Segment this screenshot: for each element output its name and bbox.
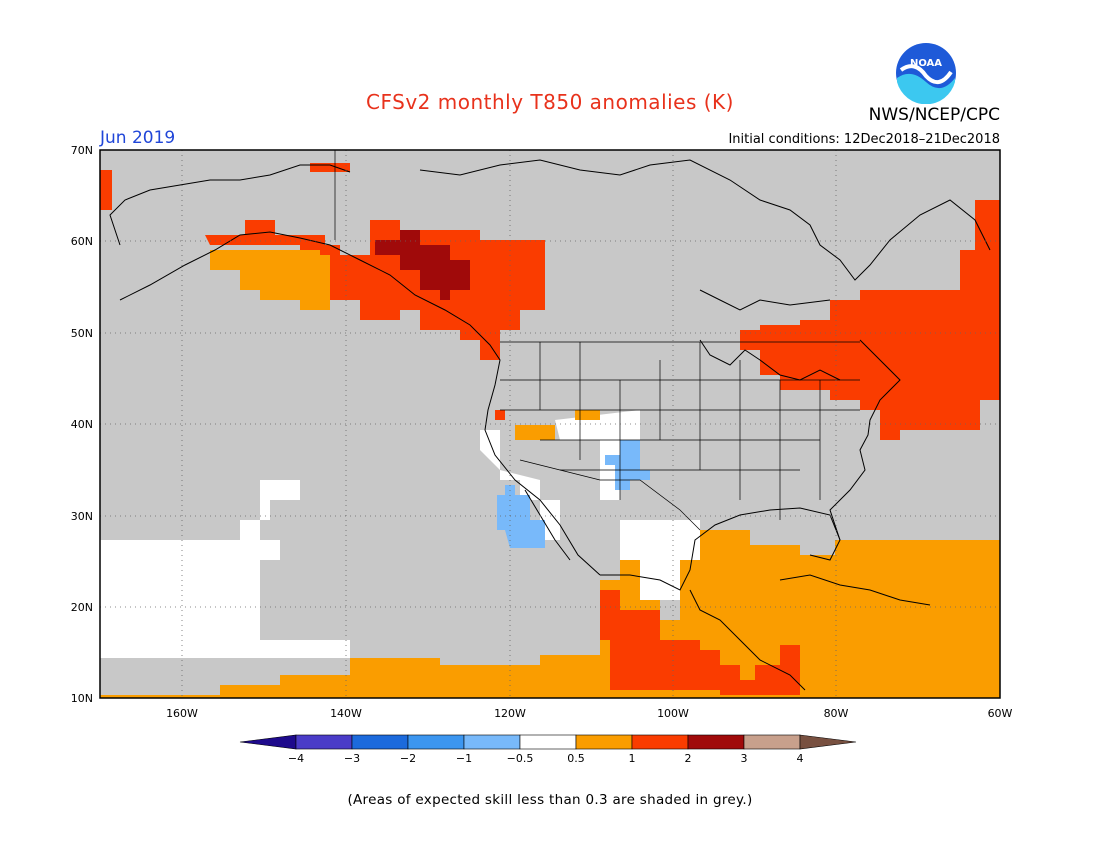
colorbar-tick-label: 2	[685, 752, 692, 765]
warm-1-regions	[100, 250, 1000, 698]
warm-3-regions	[375, 230, 470, 300]
colorbar-tick-label: −3	[344, 752, 360, 765]
lat-label: 60N	[71, 235, 93, 248]
lon-label: 80W	[824, 707, 849, 720]
colorbar-swatch	[351, 734, 409, 750]
colorbar-tick-label: −2	[400, 752, 416, 765]
colorbar-tick-label: −1	[456, 752, 472, 765]
longitude-labels: 160W 140W 120W 100W 80W 60W	[166, 707, 1012, 720]
lat-label: 30N	[71, 510, 93, 523]
lon-label: 60W	[988, 707, 1013, 720]
colorbar-arrow-low	[239, 734, 297, 750]
colorbar-swatch	[519, 734, 577, 750]
colorbar-swatch	[687, 734, 745, 750]
colorbar-swatch	[575, 734, 633, 750]
lat-label: 50N	[71, 327, 93, 340]
logo-text: NOAA	[910, 58, 942, 69]
colorbar: −4 −3 −2 −1 −0.5 0.5 1 2 3 4	[239, 734, 857, 765]
lon-label: 140W	[330, 707, 362, 720]
colorbar-swatch	[631, 734, 689, 750]
colorbar-swatch	[407, 734, 465, 750]
map-frame	[99, 149, 1001, 699]
colorbar-tick-label: 4	[797, 752, 804, 765]
colorbar-swatch	[463, 734, 521, 750]
lat-label: 10N	[71, 692, 93, 705]
initial-conditions-label: Initial conditions: 12Dec2018–21Dec2018	[728, 132, 1000, 147]
footnote: (Areas of expected skill less than 0.3 a…	[347, 792, 753, 808]
lat-label: 20N	[71, 601, 93, 614]
coastlines	[109, 159, 991, 691]
negative-anomaly-regions	[497, 440, 650, 548]
colorbar-tick-label: −0.5	[507, 752, 534, 765]
colorbar-tick-label: 1	[629, 752, 636, 765]
graticule	[100, 150, 1000, 698]
lon-label: 160W	[166, 707, 198, 720]
lat-label: 70N	[71, 144, 93, 157]
colorbar-tick-label: −4	[288, 752, 304, 765]
colorbar-tick-label: 3	[741, 752, 748, 765]
lon-label: 120W	[494, 707, 526, 720]
colorbar-tick-label: 0.5	[567, 752, 585, 765]
noaa-logo: NOAA	[896, 43, 956, 104]
political-boundaries	[334, 150, 860, 531]
colorbar-arrow-high	[799, 734, 857, 750]
colorbar-swatch	[743, 734, 801, 750]
latitude-labels: 70N 60N 50N 40N 30N 20N 10N	[71, 144, 93, 705]
map-title: CFSv2 monthly T850 anomalies (K)	[366, 90, 734, 114]
lat-label: 40N	[71, 418, 93, 431]
lon-label: 100W	[657, 707, 689, 720]
agency-label: NWS/NCEP/CPC	[868, 105, 1000, 125]
month-label: Jun 2019	[100, 128, 176, 148]
colorbar-swatch	[295, 734, 353, 750]
